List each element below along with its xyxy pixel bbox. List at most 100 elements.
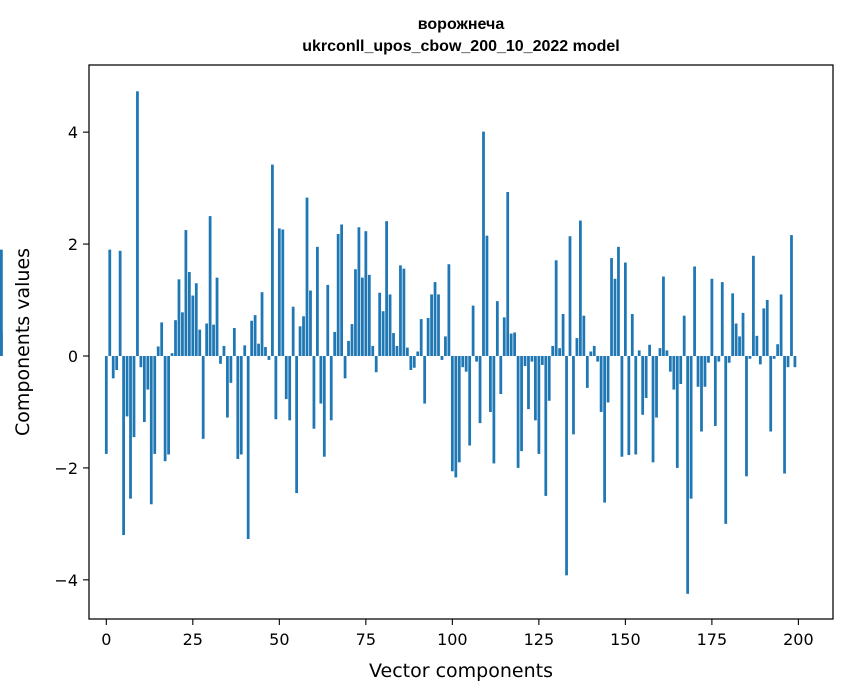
bar (454, 355, 458, 478)
plot-frame (88, 64, 834, 620)
bar (758, 355, 762, 365)
bar (665, 350, 669, 356)
bar (409, 355, 413, 370)
bar (727, 355, 731, 363)
bar (122, 355, 125, 536)
bar (461, 355, 465, 368)
bar (264, 347, 267, 356)
bar (627, 355, 631, 456)
x-tick-label: 75 (356, 630, 376, 649)
bar (187, 272, 191, 356)
bar (229, 355, 233, 383)
bar (793, 355, 797, 368)
bar (174, 320, 177, 356)
bar (696, 355, 700, 387)
bar (243, 345, 247, 356)
bar-series (0, 91, 797, 594)
bar (544, 355, 548, 496)
bar (637, 350, 641, 356)
bar (181, 312, 184, 356)
x-tick-label: 175 (697, 630, 728, 649)
bar (433, 282, 437, 356)
bar (392, 333, 395, 356)
bar (142, 355, 146, 423)
bar (333, 331, 337, 356)
bar (336, 234, 340, 356)
bar (364, 231, 368, 356)
x-tick-label: 125 (524, 630, 555, 649)
bar (565, 355, 568, 576)
bar (682, 315, 686, 356)
bar (347, 340, 350, 356)
bar (509, 333, 513, 356)
bar (118, 250, 122, 356)
bar (707, 355, 710, 363)
bar (675, 355, 679, 468)
bar (222, 345, 226, 356)
bar (495, 301, 499, 356)
x-tick-label: 0 (101, 630, 111, 649)
bar (506, 192, 510, 356)
bar (651, 355, 655, 463)
bar (475, 355, 478, 362)
bar (478, 355, 482, 424)
bar (354, 269, 357, 356)
bar (343, 355, 347, 379)
bar (374, 355, 378, 373)
bar (772, 355, 776, 359)
bar (630, 314, 634, 356)
bar (440, 355, 444, 360)
bar (381, 311, 385, 356)
bar (471, 305, 475, 356)
bar (762, 308, 766, 356)
bar (246, 355, 250, 539)
bar (603, 355, 606, 503)
bar (523, 355, 527, 367)
bar (399, 265, 402, 356)
bar (644, 355, 648, 398)
bar (482, 131, 485, 356)
bar (693, 266, 696, 356)
bar (236, 355, 240, 459)
bar (316, 246, 319, 356)
bar (191, 295, 195, 356)
bar (579, 220, 582, 356)
bar (302, 316, 305, 356)
bar (551, 345, 555, 356)
bar (115, 355, 119, 370)
x-tick-label: 25 (183, 630, 203, 649)
bar (558, 348, 562, 356)
bar (575, 338, 579, 356)
bar (416, 351, 420, 356)
bar (212, 324, 215, 356)
bar (589, 351, 593, 356)
bar (516, 355, 520, 468)
bar (444, 336, 447, 356)
bar (658, 348, 662, 356)
bar (502, 317, 506, 356)
bar (530, 355, 534, 362)
bar (606, 355, 610, 403)
bar (748, 355, 752, 359)
bar (613, 278, 617, 356)
y-tick-label: 2 (68, 235, 78, 254)
bar (547, 355, 551, 401)
bar (322, 355, 326, 457)
bar (741, 312, 745, 356)
bar (156, 346, 160, 356)
bar (395, 345, 399, 356)
bar (599, 355, 603, 412)
bar (672, 355, 676, 390)
bar (194, 283, 198, 356)
chart-subtitle: ukrconll_upos_cbow_200_10_2022 model (302, 38, 619, 55)
bar (430, 294, 433, 356)
bar (620, 355, 624, 457)
bar (554, 260, 558, 356)
bar (146, 355, 150, 390)
bar (388, 294, 392, 356)
bar (111, 355, 115, 379)
bar (617, 246, 620, 356)
x-axis-label: Vector components (369, 660, 553, 682)
bar (724, 355, 728, 524)
